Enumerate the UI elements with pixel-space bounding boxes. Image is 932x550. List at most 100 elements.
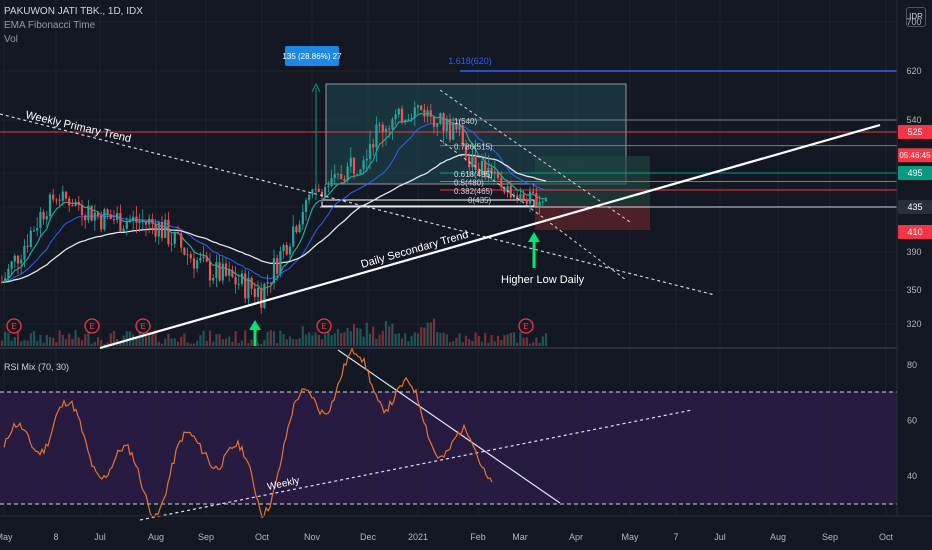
volume-bar: [212, 341, 215, 346]
candle: [285, 245, 288, 255]
candle: [93, 212, 96, 221]
volume-bar: [112, 330, 116, 346]
candle: [109, 214, 112, 219]
candle: [333, 174, 336, 179]
candle: [304, 200, 308, 212]
candle: [71, 205, 74, 207]
candle: [192, 258, 196, 269]
candle: [496, 171, 500, 179]
volume-bar: [516, 342, 519, 346]
candle: [541, 201, 544, 203]
price-badge-label: 435: [907, 202, 922, 212]
volume-bar: [324, 334, 327, 346]
time-tick-label: Aug: [770, 532, 786, 542]
price-tick-label: 620: [906, 66, 921, 76]
volume-bar: [240, 340, 244, 346]
candle: [32, 230, 36, 232]
candle: [132, 216, 135, 220]
candle: [519, 194, 522, 200]
candle: [404, 120, 407, 123]
candle: [183, 247, 186, 255]
volume-bar: [176, 341, 180, 346]
candle: [522, 194, 525, 200]
candle: [535, 193, 538, 207]
volume-bar: [340, 333, 343, 346]
volume-bar: [445, 334, 448, 346]
volume-bar: [71, 338, 74, 346]
candle: [74, 201, 77, 206]
volume-bar: [372, 326, 375, 346]
volume-bar: [266, 331, 269, 346]
candle: [208, 261, 212, 281]
time-tick-label: Oct: [879, 532, 894, 542]
volume-bar: [314, 332, 317, 346]
candle: [221, 263, 224, 281]
volume-bar: [23, 340, 26, 346]
volume-bar: [442, 332, 445, 346]
volume-bar: [215, 334, 218, 346]
volume-bar: [68, 333, 71, 346]
volume-bar: [4, 331, 7, 346]
candle: [45, 216, 48, 220]
volume-bar: [317, 335, 320, 346]
volume-bar: [384, 321, 388, 346]
volume-bar: [173, 338, 176, 346]
volume-bar: [141, 332, 144, 346]
volume-bar: [519, 332, 522, 346]
candle: [295, 226, 298, 233]
candle: [231, 269, 234, 277]
candle: [413, 107, 416, 118]
volume-bar: [103, 343, 106, 346]
candle: [228, 269, 231, 276]
volume-bar: [388, 326, 391, 346]
candle: [538, 201, 541, 207]
candle: [112, 218, 116, 221]
candle: [26, 245, 29, 248]
volume-bar: [512, 332, 516, 346]
volume-bars: [0, 318, 548, 346]
candle: [420, 105, 423, 110]
time-tick-label: Nov: [304, 532, 321, 542]
price-badge-label: 525: [907, 127, 922, 137]
candle: [320, 191, 324, 198]
volume-bar: [407, 341, 410, 346]
volume-bar: [362, 336, 365, 346]
volume-bar: [493, 341, 496, 346]
currency-button[interactable]: IDR: [906, 7, 926, 27]
volume-bar: [500, 339, 503, 346]
candle: [391, 119, 394, 129]
candle: [330, 178, 333, 187]
volume-bar: [496, 335, 500, 346]
volume-bar: [247, 343, 250, 346]
volume-bar: [279, 330, 282, 346]
volume-bar: [180, 336, 183, 346]
volume-bar: [416, 333, 420, 346]
volume-bar: [288, 336, 292, 346]
volume-bar: [157, 341, 160, 346]
fib-levels[interactable]: [0, 70, 897, 208]
candle: [58, 199, 61, 201]
volume-bar: [544, 333, 548, 346]
volume-bar: [13, 337, 16, 346]
candle: [359, 169, 362, 174]
candle: [288, 246, 292, 255]
candle: [308, 194, 311, 201]
volume-bar: [208, 330, 212, 346]
volume-bar: [26, 340, 29, 346]
candle: [378, 124, 381, 126]
volume-bar: [349, 331, 352, 346]
earnings-marker-icon: [316, 318, 332, 334]
candle: [455, 122, 458, 130]
candle: [215, 262, 218, 278]
price-badge-label: 495: [907, 168, 922, 178]
candle: [253, 288, 256, 297]
candle: [458, 125, 461, 130]
volume-bar: [0, 340, 4, 346]
volume-bar: [135, 338, 138, 346]
trendlines[interactable]: [0, 82, 881, 521]
price-badge: [898, 148, 932, 163]
price-badge-label: 410: [907, 227, 922, 237]
volume-bar: [541, 336, 544, 346]
candle: [448, 118, 452, 140]
